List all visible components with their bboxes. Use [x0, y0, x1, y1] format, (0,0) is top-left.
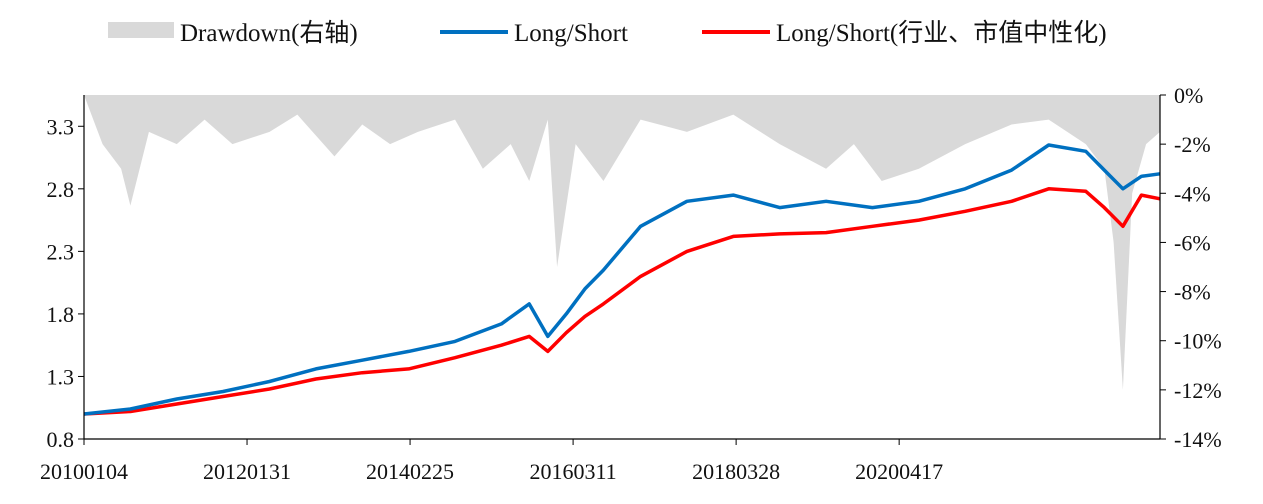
x-tick-label: 20100104 — [40, 459, 128, 484]
right-tick-label: -12% — [1174, 378, 1222, 403]
left-tick-label: 1.3 — [47, 364, 75, 389]
series-line-long-short-neutral — [83, 187, 1161, 416]
legend-label-drawdown: Drawdown(右轴) — [180, 19, 358, 47]
chart-legend: Drawdown(右轴) Long/Short Long/Short(行业、市值… — [108, 19, 1107, 47]
left-tick-label: 1.8 — [47, 302, 75, 327]
legend-swatch-drawdown — [108, 22, 174, 38]
left-tick-label: 0.8 — [47, 427, 75, 452]
right-tick-label: -2% — [1174, 132, 1211, 157]
x-tick-label: 20200417 — [855, 459, 943, 484]
left-y-ticks: 0.8 1.3 1.8 2.3 2.8 3.3 — [47, 114, 84, 452]
left-tick-label: 3.3 — [47, 114, 75, 139]
left-tick-label: 2.8 — [47, 177, 75, 202]
x-tick-label: 20120131 — [203, 459, 291, 484]
right-tick-label: -6% — [1174, 230, 1211, 255]
left-tick-label: 2.3 — [47, 239, 75, 264]
x-tick-label: 20180328 — [692, 459, 780, 484]
right-tick-label: -8% — [1174, 280, 1211, 305]
drawdown-area-layer — [84, 95, 1160, 390]
legend-label-long-short-neutral: Long/Short(行业、市值中性化) — [776, 19, 1107, 47]
right-y-ticks: 0% -2% -4% -6% -8% -10% -12% -14% — [1160, 83, 1222, 452]
right-tick-label: -4% — [1174, 181, 1211, 206]
chart-axes — [83, 95, 1161, 440]
right-tick-label: -10% — [1174, 329, 1222, 354]
drawdown-area — [84, 95, 1160, 390]
right-tick-label: -14% — [1174, 427, 1222, 452]
x-tick-label: 20160311 — [529, 459, 616, 484]
x-ticks: 20100104 20120131 20140225 20160311 20180328… — [40, 439, 943, 484]
series-lines-layer — [83, 143, 1161, 416]
series-line-long-short — [83, 143, 1161, 416]
right-tick-label: 0% — [1174, 83, 1203, 108]
x-tick-label: 20140225 — [366, 459, 454, 484]
legend-label-long-short: Long/Short — [514, 20, 628, 47]
